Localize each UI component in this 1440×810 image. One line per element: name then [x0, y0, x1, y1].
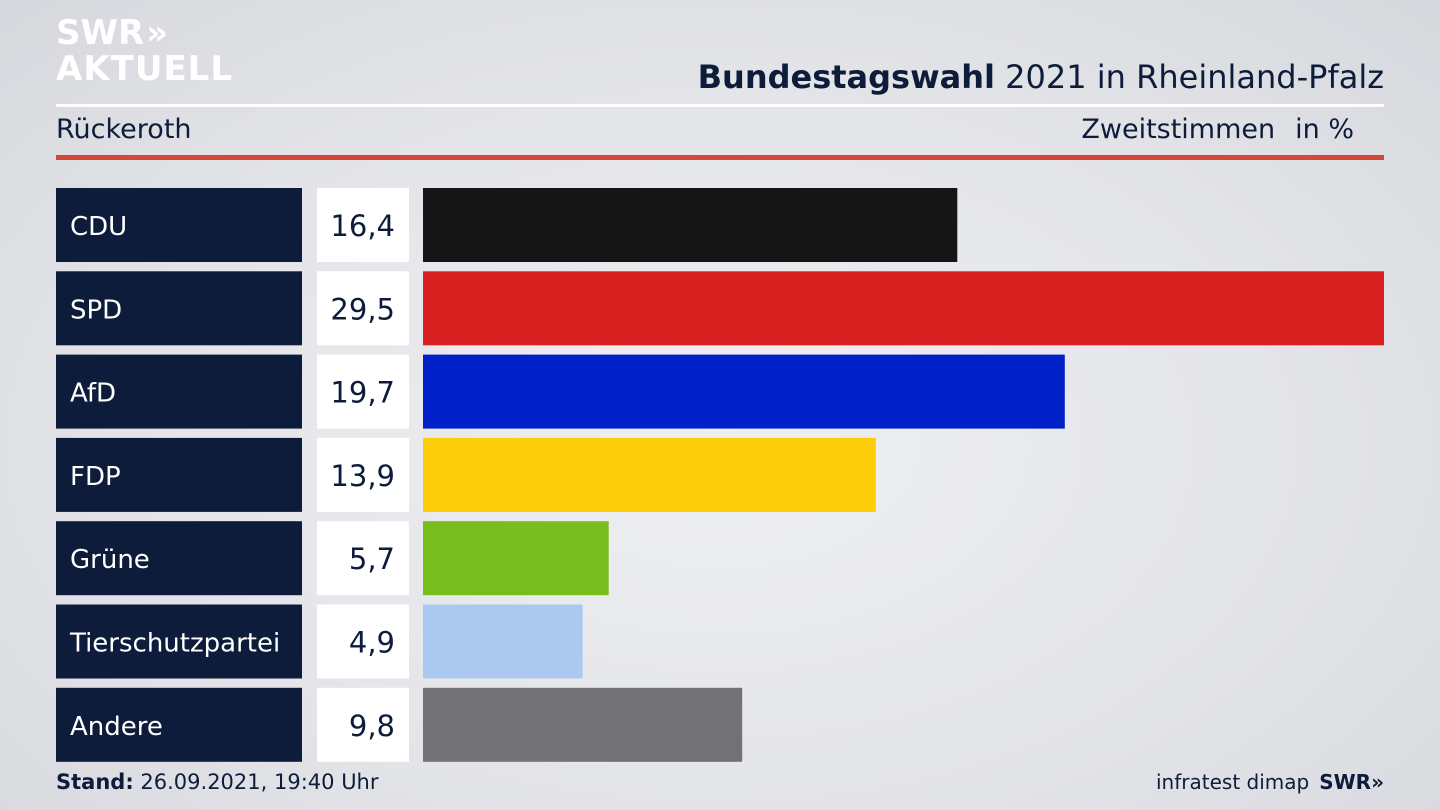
party-label-spd: SPD: [70, 295, 122, 325]
value-label-afd: 19,7: [330, 376, 395, 410]
value-box-gr-ne: [317, 521, 409, 596]
party-label-box-andere: [56, 687, 302, 762]
bar-gr-ne: [423, 521, 609, 596]
logo-swr: SWR: [56, 13, 145, 53]
swr-footer-logo: SWR»: [1319, 770, 1384, 794]
bar-cdu: [423, 188, 958, 262]
value-label-fdp: 13,9: [330, 459, 395, 493]
bar-afd: [423, 354, 1065, 429]
bar-spd: [423, 271, 1384, 346]
value-label-andere: 9,8: [349, 709, 395, 743]
party-label-box-spd: [56, 271, 302, 346]
party-label-box-gr-ne: [56, 521, 302, 596]
party-label-afd: AfD: [70, 379, 116, 409]
logo-aktuell: AKTUELL: [56, 49, 234, 89]
party-label-box-tierschutzpartei: [56, 604, 302, 679]
party-label-gr-ne: Grüne: [70, 545, 150, 575]
party-label-andere: Andere: [70, 712, 163, 742]
chart-title-rest: 2021 in Rheinland-Pfalz: [1005, 58, 1384, 96]
value-label-cdu: 16,4: [330, 209, 395, 243]
party-label-box-fdp: [56, 437, 302, 512]
value-box-tierschutzpartei: [317, 604, 409, 679]
value-label-tierschutzpartei: 4,9: [349, 626, 395, 660]
measure-label: Zweitstimmen in %: [1081, 114, 1354, 145]
party-label-fdp: FDP: [70, 462, 121, 492]
party-label-cdu: CDU: [70, 212, 127, 242]
chart-title-bold: Bundestagswahl: [697, 58, 995, 96]
title-divider: [56, 104, 1384, 107]
timestamp-value: 26.09.2021, 19:40 Uhr: [140, 770, 379, 794]
location-label: Rückeroth: [56, 114, 192, 145]
swr-aktuell-logo: SWR» AKTUELL: [56, 16, 233, 86]
value-box-afd: [317, 354, 409, 429]
value-box-andere: [317, 687, 409, 762]
bar-fdp: [423, 437, 876, 512]
party-label-tierschutzpartei: Tierschutzpartei: [69, 629, 280, 659]
value-box-fdp: [317, 437, 409, 512]
bar-andere: [423, 687, 743, 762]
bar-tierschutzpartei: [423, 604, 583, 679]
source-label: infratest dimap: [1156, 770, 1310, 794]
chart-title: Bundestagswahl 2021 in Rheinland-Pfalz: [698, 58, 1384, 96]
value-label-spd: 29,5: [330, 292, 395, 326]
timestamp-label: Stand:: [56, 770, 134, 794]
timestamp: Stand: 26.09.2021, 19:40 Uhr: [56, 770, 379, 794]
measure-unit: in %: [1295, 114, 1354, 145]
value-box-cdu: [317, 188, 409, 262]
value-box-spd: [317, 271, 409, 346]
value-label-gr-ne: 5,7: [349, 542, 395, 576]
subtitle-divider: [56, 155, 1384, 160]
measure-name: Zweitstimmen: [1081, 114, 1276, 145]
party-label-box-afd: [56, 354, 302, 429]
party-label-box-cdu: [56, 188, 302, 262]
source-credit: infratest dimap SWR»: [1156, 770, 1384, 794]
